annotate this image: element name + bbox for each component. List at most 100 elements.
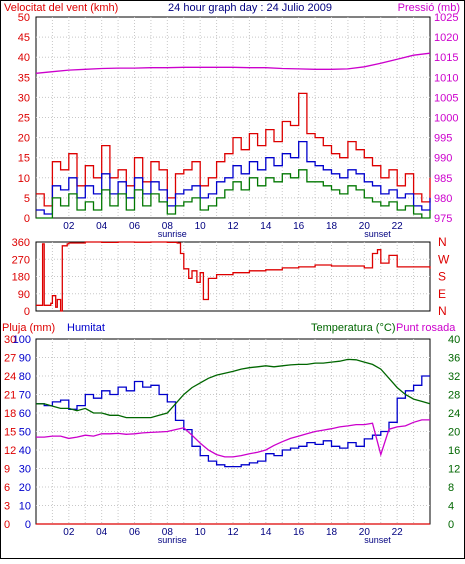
series-line-panel3-0 — [36, 375, 430, 468]
right-tick-label: 1010 — [434, 72, 458, 84]
x-tick-label: 12 — [227, 527, 239, 538]
x-tick-label: 20 — [359, 221, 371, 232]
temperature-tick-label: 0 — [448, 519, 454, 531]
left-tick-label: 25 — [18, 113, 30, 125]
x-tick-label: 22 — [392, 527, 404, 538]
dewpoint-axis-title: Punt rosada — [396, 322, 456, 334]
rain-tick-label: 30 — [4, 334, 16, 346]
x-annotation-label: sunset — [364, 229, 391, 239]
rain-tick-label: 0 — [4, 519, 10, 531]
temperature-tick-label: 8 — [448, 482, 454, 494]
rain-tick-label: 21 — [4, 390, 16, 402]
right-tick-label: 995 — [434, 133, 452, 145]
compass-tick-label: S — [438, 270, 446, 284]
temperature-tick-label: 4 — [448, 501, 454, 513]
rain-tick-label: 12 — [4, 445, 16, 457]
humidity-tick-label: 0 — [25, 519, 31, 531]
series-line-panel3-2 — [36, 419, 430, 458]
x-tick-label: 06 — [129, 221, 141, 232]
direction-tick-label: 360 — [12, 237, 30, 249]
x-tick-label: 08 — [162, 221, 174, 232]
left-tick-label: 15 — [18, 153, 30, 165]
series-line-panel1-0 — [35, 52, 431, 74]
x-tick-label: 04 — [96, 527, 108, 538]
left-axis-title: Velocitat del vent (kmh) — [4, 2, 118, 14]
right-tick-label: 990 — [434, 153, 452, 165]
compass-tick-label: N — [438, 235, 447, 249]
rain-tick-label: 27 — [4, 353, 16, 365]
humidity-tick-label: 60 — [19, 408, 31, 420]
compass-tick-label: E — [438, 287, 446, 301]
humidity-tick-label: 50 — [19, 427, 31, 439]
left-tick-label: 50 — [18, 12, 30, 24]
left-tick-label: 45 — [18, 32, 30, 44]
left-tick-label: 20 — [18, 133, 30, 145]
right-tick-label: 1000 — [434, 113, 458, 125]
humidity-tick-label: 80 — [19, 371, 31, 383]
rain-axis-title: Pluja (mm) — [2, 322, 55, 334]
temperature-tick-label: 28 — [448, 390, 460, 402]
left-tick-label: 35 — [18, 72, 30, 84]
right-tick-label: 1015 — [434, 52, 458, 64]
rain-tick-label: 9 — [4, 464, 10, 476]
series-line-panel1-2 — [36, 140, 431, 215]
rain-tick-label: 6 — [4, 482, 10, 494]
right-axis-title: Pressió (mb) — [398, 2, 460, 14]
right-tick-label: 1025 — [434, 12, 458, 24]
direction-tick-label: 0 — [24, 306, 30, 318]
series-line-panel1-1 — [36, 92, 431, 207]
temperature-axis-title: Temperatura (°C) — [311, 322, 395, 334]
x-tick-label: 04 — [96, 221, 108, 232]
temperature-tick-label: 32 — [448, 371, 460, 383]
x-tick-label: 22 — [392, 221, 404, 232]
compass-tick-label: W — [438, 252, 450, 266]
x-tick-label: 06 — [129, 527, 141, 538]
right-tick-label: 1005 — [434, 92, 458, 104]
x-tick-label: 16 — [293, 221, 305, 232]
temperature-tick-label: 16 — [448, 445, 460, 457]
compass-tick-label: N — [438, 304, 447, 318]
temperature-tick-label: 24 — [448, 408, 460, 420]
series-line-panel3-1 — [36, 358, 431, 419]
humidity-tick-label: 20 — [19, 482, 31, 494]
direction-tick-label: 180 — [12, 272, 30, 284]
temperature-tick-label: 12 — [448, 464, 460, 476]
left-tick-label: 30 — [18, 92, 30, 104]
rain-tick-label: 18 — [4, 408, 16, 420]
humidity-axis-title: Humitat — [67, 322, 105, 334]
temperature-tick-label: 40 — [448, 334, 460, 346]
x-annotation-label: sunset — [364, 535, 391, 545]
humidity-tick-label: 40 — [19, 445, 31, 457]
x-tick-label: 16 — [293, 527, 305, 538]
x-tick-label: 18 — [326, 527, 338, 538]
temperature-tick-label: 36 — [448, 353, 460, 365]
series-line-panel1-3 — [36, 169, 431, 219]
x-tick-label: 02 — [63, 527, 75, 538]
right-tick-label: 1020 — [434, 32, 458, 44]
x-tick-label: 18 — [326, 221, 338, 232]
x-tick-label: 20 — [359, 527, 371, 538]
humidity-tick-label: 10 — [19, 501, 31, 513]
humidity-tick-label: 90 — [19, 353, 31, 365]
wind-direction-plot-frame — [35, 241, 431, 312]
rain-tick-label: 24 — [4, 371, 16, 383]
left-tick-label: 5 — [24, 193, 30, 205]
x-tick-label: 10 — [195, 221, 207, 232]
series-line-panel2-0 — [36, 241, 431, 312]
left-tick-label: 0 — [24, 213, 30, 225]
right-tick-label: 975 — [434, 213, 452, 225]
x-tick-label: 02 — [63, 221, 75, 232]
rain-tick-label: 3 — [4, 501, 10, 513]
x-tick-label: 12 — [227, 221, 239, 232]
direction-tick-label: 90 — [18, 289, 30, 301]
left-tick-label: 10 — [18, 173, 30, 185]
x-annotation-label: sunrise — [158, 229, 187, 239]
left-tick-label: 40 — [18, 52, 30, 64]
right-tick-label: 985 — [434, 173, 452, 185]
x-tick-label: 14 — [260, 527, 272, 538]
direction-tick-label: 270 — [12, 254, 30, 266]
humidity-tick-label: 70 — [19, 390, 31, 402]
chart-title: 24 hour graph day : 24 Julio 2009 — [168, 2, 332, 14]
x-tick-label: 10 — [195, 527, 207, 538]
